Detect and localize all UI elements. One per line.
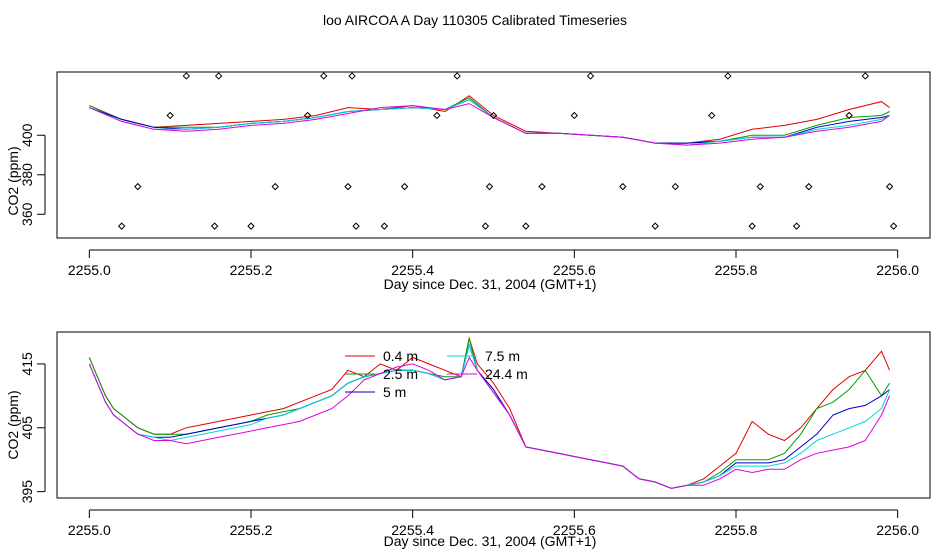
flag-marker	[348, 72, 356, 80]
legend: 0.4 m 2.5 m 5 m 7.5 m 24.4 m	[345, 348, 528, 400]
flag-marker	[166, 111, 174, 120]
flag-marker	[344, 182, 352, 191]
x-tick-label: 2255.2	[230, 522, 273, 538]
series-line-5-m	[89, 99, 890, 144]
flag-marker	[538, 182, 546, 191]
legend-label: 2.5 m	[383, 366, 418, 382]
x-tick-label: 2255.4	[391, 522, 434, 538]
flag-marker	[481, 222, 490, 230]
flag-marker	[805, 182, 813, 191]
series-line-7-5-m	[88, 342, 891, 489]
series-line-0-4-m	[88, 336, 891, 489]
flag-marker	[651, 222, 659, 230]
panel-top-series	[89, 95, 890, 146]
panel-bottom-y-axis: 395 405 415	[19, 352, 46, 504]
y-tick-label: 380	[19, 163, 35, 187]
panel-bottom-x-axis: 2255.0 2255.2 2255.4 2255.6 2255.8 2256.0	[68, 509, 919, 538]
panel-top-y-axis: 360 380 400	[19, 123, 46, 226]
panel-bottom-frame	[56, 331, 931, 499]
flag-marker	[320, 72, 328, 80]
y-tick-label: 360	[19, 202, 35, 226]
flag-marker	[671, 182, 680, 191]
panel-top-xlabel: Day since Dec. 31, 2004 (GMT+1)	[384, 276, 597, 292]
flag-marker	[303, 111, 312, 120]
panel-bottom-xlabel: Day since Dec. 31, 2004 (GMT+1)	[384, 533, 597, 549]
panel-bottom: 2255.0 2255.2 2255.4 2255.6 2255.8 2256.0 395…	[5, 331, 931, 549]
flag-marker	[210, 222, 219, 230]
chart-title: loo AIRCOA A Day 110305 Calibrated Times…	[323, 12, 627, 28]
panel-top-frame	[56, 71, 931, 239]
panel-bottom-series	[88, 336, 891, 489]
panel-top-ylabel: CO2 (ppm)	[5, 146, 21, 215]
flag-marker	[845, 111, 853, 120]
x-tick-label: 2255.8	[715, 522, 758, 538]
x-tick-label: 2256.0	[876, 522, 919, 538]
x-tick-label: 2255.0	[68, 262, 111, 278]
flag-marker	[724, 72, 732, 80]
x-tick-label: 2255.0	[68, 522, 111, 538]
flag-marker	[756, 182, 764, 191]
series-line-24-4-m	[89, 103, 890, 146]
flag-marker	[247, 222, 255, 230]
flag-marker	[134, 182, 142, 191]
y-tick-label: 400	[19, 123, 35, 147]
flag-marker	[619, 182, 627, 191]
flag-marker	[522, 222, 530, 230]
flag-marker	[352, 222, 360, 230]
x-tick-label: 2255.4	[391, 262, 434, 278]
flag-marker	[453, 72, 461, 80]
panel-top-markers	[117, 72, 898, 230]
flag-marker	[570, 111, 579, 120]
x-tick-label: 2255.8	[715, 262, 758, 278]
legend-label: 5 m	[383, 384, 406, 400]
legend-label: 0.4 m	[383, 348, 418, 364]
flag-marker	[885, 182, 894, 191]
y-tick-label: 415	[19, 352, 35, 376]
flag-marker	[271, 182, 279, 191]
flag-marker	[586, 72, 595, 80]
flag-marker	[861, 72, 870, 80]
series-line-24-4-m	[88, 356, 891, 489]
flag-marker	[214, 72, 223, 80]
series-line-2-5-m	[89, 97, 890, 144]
y-tick-label: 395	[19, 480, 35, 504]
flag-marker	[182, 72, 191, 80]
flag-marker	[485, 182, 494, 191]
panel-bottom-ylabel: CO2 (ppm)	[5, 390, 21, 459]
y-tick-label: 405	[19, 416, 35, 440]
flag-marker	[380, 222, 389, 230]
flag-marker	[117, 222, 126, 230]
x-tick-label: 2255.6	[553, 262, 596, 278]
x-tick-label: 2255.2	[230, 262, 273, 278]
x-tick-label: 2255.6	[553, 522, 596, 538]
legend-label: 24.4 m	[485, 366, 528, 382]
panel-top: 2255.0 2255.2 2255.4 2255.6 2255.8 2256.0 360…	[5, 71, 931, 292]
panel-top-x-axis: 2255.0 2255.2 2255.4 2255.6 2255.8 2256.0	[68, 249, 919, 278]
flag-marker	[433, 111, 441, 120]
series-line-0-4-m	[89, 95, 890, 144]
legend-label: 7.5 m	[485, 348, 520, 364]
flag-marker	[489, 111, 498, 120]
flag-marker	[889, 222, 898, 230]
x-tick-label: 2256.0	[876, 262, 919, 278]
flag-marker	[748, 222, 756, 230]
flag-marker	[708, 111, 716, 120]
flag-marker	[400, 182, 409, 191]
flag-marker	[792, 222, 801, 230]
